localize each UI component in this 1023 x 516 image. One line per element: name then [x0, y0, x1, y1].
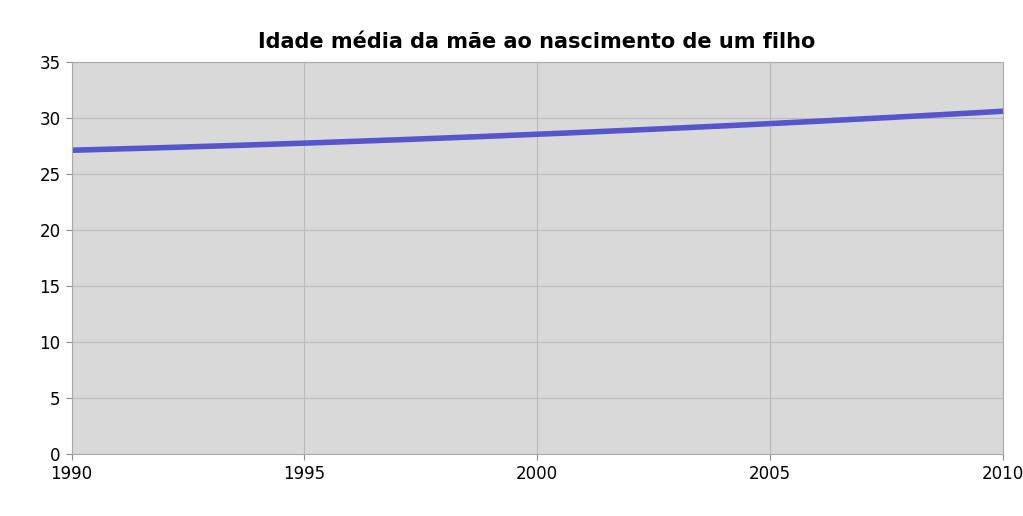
- Title: Idade média da mãe ao nascimento de um filho: Idade média da mãe ao nascimento de um f…: [259, 32, 815, 52]
